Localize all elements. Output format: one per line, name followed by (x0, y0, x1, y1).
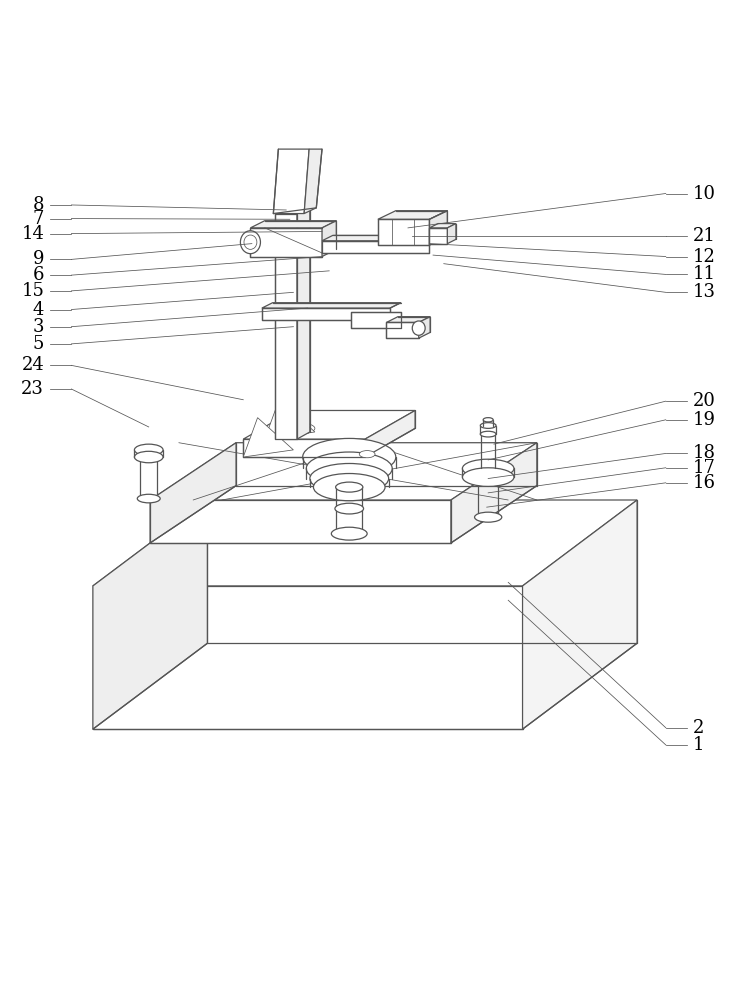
Polygon shape (378, 219, 429, 245)
Ellipse shape (310, 463, 388, 494)
Text: 16: 16 (693, 474, 716, 492)
Ellipse shape (359, 451, 375, 458)
Polygon shape (150, 443, 236, 543)
Text: 1: 1 (693, 736, 704, 754)
Polygon shape (304, 149, 322, 214)
Polygon shape (262, 308, 390, 320)
Text: 15: 15 (21, 282, 45, 300)
Polygon shape (429, 224, 456, 228)
Polygon shape (350, 312, 401, 328)
Ellipse shape (307, 452, 392, 485)
Polygon shape (150, 500, 451, 543)
Polygon shape (93, 500, 637, 586)
Text: 23: 23 (21, 380, 45, 398)
Ellipse shape (313, 474, 385, 501)
Text: 21: 21 (693, 227, 716, 245)
Ellipse shape (137, 494, 160, 503)
Ellipse shape (240, 231, 261, 254)
Polygon shape (262, 303, 401, 308)
Polygon shape (322, 221, 337, 257)
Ellipse shape (480, 423, 496, 428)
Text: 20: 20 (693, 392, 716, 410)
Text: 9: 9 (33, 250, 45, 268)
Polygon shape (243, 439, 365, 457)
Polygon shape (273, 149, 309, 214)
Polygon shape (365, 410, 415, 457)
Ellipse shape (244, 235, 257, 249)
Ellipse shape (483, 418, 493, 422)
Polygon shape (250, 221, 337, 228)
Text: 19: 19 (693, 411, 716, 429)
Ellipse shape (474, 512, 502, 522)
Text: 14: 14 (21, 225, 45, 243)
Polygon shape (419, 317, 430, 338)
Polygon shape (150, 443, 537, 500)
Polygon shape (297, 206, 310, 439)
Polygon shape (322, 235, 440, 241)
Polygon shape (243, 410, 415, 439)
Polygon shape (243, 418, 293, 457)
Ellipse shape (331, 527, 367, 540)
Text: 5: 5 (33, 335, 45, 353)
Text: 4: 4 (33, 301, 45, 319)
Text: 18: 18 (693, 444, 716, 462)
Ellipse shape (272, 422, 315, 435)
Text: 12: 12 (693, 248, 716, 266)
Polygon shape (447, 224, 456, 244)
Ellipse shape (335, 503, 364, 514)
Ellipse shape (134, 451, 163, 463)
Polygon shape (429, 211, 447, 245)
Ellipse shape (412, 321, 425, 335)
Text: 3: 3 (33, 318, 45, 336)
Polygon shape (275, 214, 297, 439)
Text: 13: 13 (693, 283, 716, 301)
Ellipse shape (462, 468, 514, 486)
Polygon shape (429, 228, 447, 244)
Polygon shape (93, 586, 523, 729)
Polygon shape (386, 317, 430, 322)
Polygon shape (378, 211, 447, 219)
Text: 6: 6 (33, 266, 45, 284)
Ellipse shape (336, 482, 363, 492)
Polygon shape (451, 443, 537, 543)
Text: 2: 2 (693, 719, 704, 737)
Polygon shape (322, 241, 429, 253)
Polygon shape (523, 500, 637, 729)
Polygon shape (250, 228, 322, 257)
Text: 10: 10 (693, 185, 716, 203)
Ellipse shape (134, 444, 163, 456)
Text: 7: 7 (33, 210, 45, 228)
Ellipse shape (462, 459, 514, 478)
Text: 17: 17 (693, 459, 716, 477)
Text: 8: 8 (33, 196, 45, 214)
Polygon shape (93, 500, 207, 729)
Polygon shape (386, 322, 419, 338)
Ellipse shape (303, 438, 396, 476)
Ellipse shape (480, 431, 496, 437)
Polygon shape (265, 400, 315, 439)
Text: 11: 11 (693, 265, 716, 283)
Text: 24: 24 (21, 356, 45, 374)
